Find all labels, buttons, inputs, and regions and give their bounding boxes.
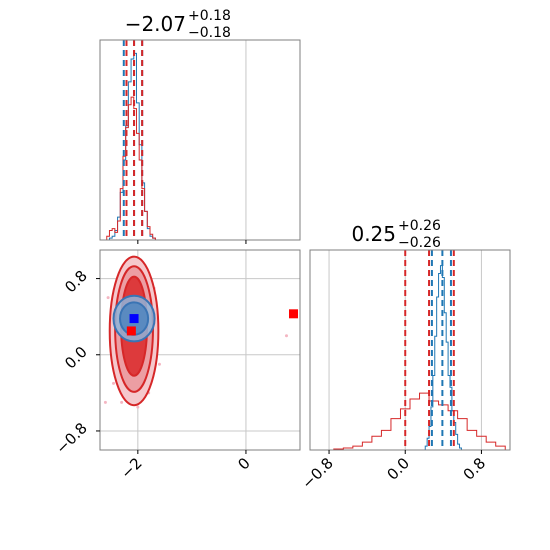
marker-square-2 (289, 309, 299, 319)
panel-frame (309, 249, 511, 451)
hist-series-red (104, 96, 161, 241)
hist-series-blue (104, 52, 161, 241)
y-tick-label: 0.0 (61, 343, 91, 373)
marker-square-1 (126, 326, 136, 336)
hist1-title-sup: +0.18 (188, 8, 231, 24)
y-tick-label: 0.8 (61, 267, 91, 297)
x-tick-label: 0.8 (460, 454, 490, 484)
histogram-panel-param2: −0.8 0.0 0.8 0.25 +0.26−0.26 (298, 218, 511, 493)
x-tick-label: −2 (117, 454, 145, 482)
scatter-point-6 (136, 405, 140, 409)
marker-square-0 (129, 314, 139, 324)
hist-series-red (333, 392, 506, 450)
x-tick-label: −0.8 (298, 454, 336, 492)
x-tick-label: 0 (234, 454, 253, 473)
hist2-title-sup: +0.26 (398, 218, 441, 234)
hist1-title-main: −2.07 (125, 12, 186, 36)
x-tick-label: 0.0 (383, 454, 413, 484)
hist2-title-main: 0.25 (351, 222, 396, 246)
y-tick-label: −0.8 (52, 419, 90, 457)
hist-series-blue (423, 265, 464, 451)
panel-frame (99, 249, 301, 451)
scatter-point-0 (106, 296, 110, 300)
scatter-point-2 (120, 400, 124, 404)
histogram-panel-param1: −2.07 +0.18−0.18 (99, 8, 301, 244)
scatter-point-10 (103, 400, 107, 404)
scatter-point-1 (112, 381, 116, 385)
hist1-title-sub: −0.18 (188, 25, 231, 41)
panel-frame (99, 39, 301, 241)
scatter-point-11 (157, 362, 161, 366)
scatter-panel-2d: −2 0 −0.8 0.0 0.8 (52, 249, 301, 482)
hist2-title-sub: −0.26 (398, 235, 441, 251)
scatter-point-12 (284, 334, 288, 338)
